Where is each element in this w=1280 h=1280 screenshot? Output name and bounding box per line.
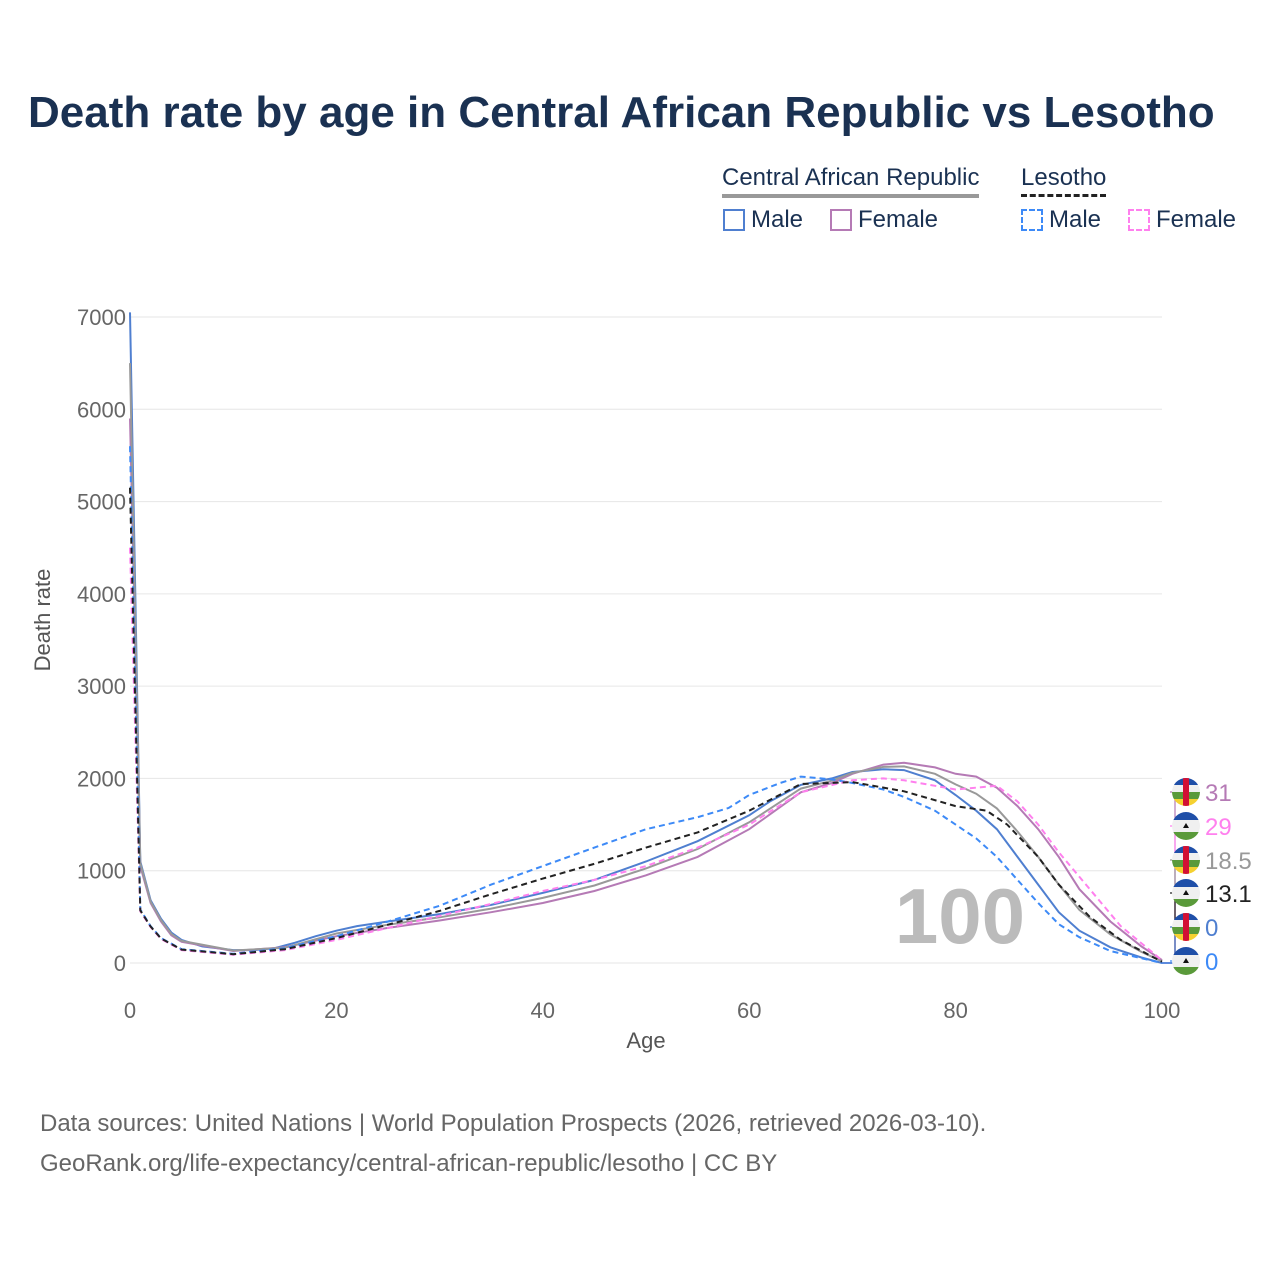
end-value-label: 31 [1205, 780, 1232, 807]
legend-label: Male [1049, 206, 1102, 233]
end-value-label: 18.5 [1205, 848, 1252, 875]
end-value-label: 0 [1205, 915, 1218, 942]
y-tick-label: 1000 [77, 859, 126, 884]
x-tick-label: 80 [943, 998, 967, 1023]
legend-swatch [1128, 209, 1150, 231]
end-connector [1162, 859, 1176, 964]
legend-lesotho-female[interactable]: Female [1128, 206, 1236, 234]
footer-link[interactable]: GeoRank.org/life-expectancy/central-afri… [40, 1150, 778, 1177]
y-tick-label: 3000 [77, 674, 126, 699]
x-tick-label: 60 [737, 998, 761, 1023]
legend-swatch [723, 209, 745, 231]
lesotho-flag-icon [1172, 879, 1200, 907]
series-line[interactable] [129, 487, 1163, 963]
legend-swatch [830, 209, 852, 231]
legend-swatch [1021, 209, 1043, 231]
footer-source: Data sources: United Nations | World Pop… [40, 1110, 987, 1137]
watermark: 100 [895, 872, 1025, 960]
y-tick-label: 2000 [77, 766, 126, 791]
end-value-label: 0 [1205, 949, 1218, 976]
y-tick-label: 6000 [77, 397, 126, 422]
legend-label: Male [751, 206, 804, 233]
series-line[interactable] [129, 312, 1163, 964]
y-tick-label: 7000 [77, 305, 126, 330]
car-flag-icon [1172, 846, 1200, 874]
y-tick-label: 0 [114, 951, 126, 976]
legend-group-lesotho: Lesotho [1021, 164, 1107, 197]
end-value-label: 13.1 [1205, 881, 1252, 908]
x-axis-label: Age [626, 1028, 665, 1053]
legend-label: Female [858, 206, 939, 233]
y-axis-label: Death rate [30, 569, 55, 672]
y-tick-label: 4000 [77, 582, 126, 607]
legend-car-female[interactable]: Female [830, 206, 938, 234]
x-tick-label: 20 [324, 998, 348, 1023]
x-tick-label: 40 [531, 998, 555, 1023]
x-tick-label: 0 [124, 998, 136, 1023]
series-line[interactable] [129, 547, 1163, 962]
lesotho-flag-icon [1172, 812, 1200, 840]
legend-label: Female [1156, 206, 1237, 233]
car-flag-icon [1172, 913, 1200, 941]
legend-car-male[interactable]: Male [723, 206, 803, 234]
end-connector [1162, 791, 1176, 964]
legend-group-car: Central African Republic [722, 164, 980, 198]
legend-lesotho-male[interactable]: Male [1021, 206, 1101, 234]
y-tick-label: 5000 [77, 490, 126, 515]
car-flag-icon [1172, 778, 1200, 806]
x-tick-label: 100 [1144, 998, 1181, 1023]
lesotho-flag-icon [1172, 947, 1200, 975]
end-value-label: 29 [1205, 814, 1232, 841]
chart-title: Death rate by age in Central African Rep… [28, 88, 1215, 137]
